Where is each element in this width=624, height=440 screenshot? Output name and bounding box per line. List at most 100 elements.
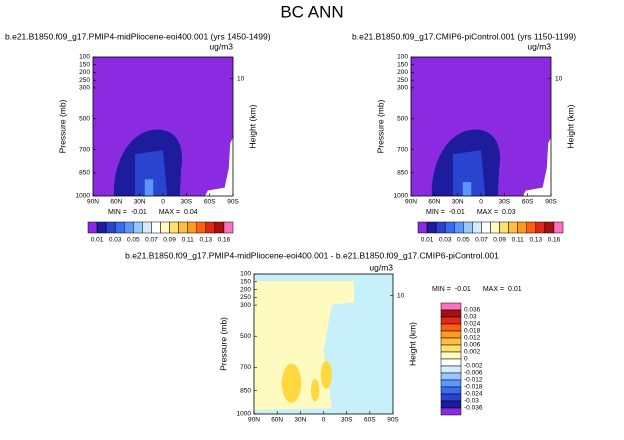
x-tick-label: 30N (452, 199, 464, 206)
colorbar-box (440, 400, 462, 409)
y-tick-label: 300 (240, 302, 251, 309)
colorbar-box (426, 221, 437, 234)
x-tick-label: 90N (405, 199, 417, 206)
x-tick-label: 60N (271, 417, 283, 424)
y2-tick-label: 10 (555, 75, 563, 82)
y-tick-label: 150 (240, 278, 251, 285)
colorbar-label: 0.13 (529, 237, 542, 244)
y-tick-label: 100 (240, 271, 251, 278)
colorbar-label: 0.01 (91, 237, 104, 244)
y-tick-label: 200 (79, 69, 90, 76)
colorbar-box (205, 221, 216, 234)
y2-tick-label: 10 (397, 292, 405, 299)
y2-axis-label: Height (km) (247, 104, 257, 148)
colorbar-label: 0.03 (109, 237, 122, 244)
y-tick-label: 850 (397, 170, 408, 177)
x-tick-label: 30N (134, 199, 146, 206)
colorbar-box (178, 221, 188, 234)
colorbar-box (223, 221, 234, 234)
y2-tick-label: 10 (237, 75, 245, 82)
colorbar-box (440, 365, 462, 374)
colorbar-box (440, 337, 462, 346)
colorbar-label: -0.03 (464, 398, 479, 405)
colorbar-box (481, 221, 491, 234)
colorbar-box (440, 372, 462, 381)
colorbar-label: -0.002 (464, 363, 483, 370)
y2-axis-label: Height (km) (565, 104, 575, 148)
colorbar-box (440, 323, 462, 332)
colorbar-label: -0.018 (464, 384, 483, 391)
y-tick-label: 300 (397, 85, 408, 92)
colorbar-label: 0 (464, 356, 468, 363)
colorbar-box (440, 316, 462, 325)
units: ug/m3 (209, 41, 233, 51)
colorbar-box (535, 221, 546, 234)
colorbar-box (440, 407, 462, 416)
y-tick-label: 700 (79, 146, 90, 153)
colorbar-box (124, 221, 134, 234)
colorbar-box (440, 393, 462, 402)
x-tick-label: 0 (161, 199, 165, 206)
colorbar-label: 0.03 (464, 314, 477, 321)
y-axis-label: Pressure (mb) (375, 99, 385, 153)
x-tick-label: 30N (294, 417, 306, 424)
colorbar-box (508, 221, 518, 234)
y-tick-label: 500 (240, 333, 251, 340)
y-tick-label: 1000 (76, 193, 91, 200)
colorbar-box (440, 358, 462, 367)
colorbar-box (214, 221, 225, 234)
y-tick-label: 200 (397, 69, 408, 76)
x-tick-label: 90S (387, 417, 399, 424)
colorbar-box (440, 386, 462, 395)
y-tick-label: 100 (397, 54, 408, 61)
colorbar-label: 0.05 (127, 237, 140, 244)
units: ug/m3 (369, 262, 393, 272)
contour-field (411, 57, 551, 196)
x-tick-label: 30S (499, 199, 511, 206)
x-tick-label: 60S (522, 199, 534, 206)
y-tick-label: 150 (397, 61, 408, 68)
max-label: MAX = (483, 286, 504, 293)
min: -0.01 (131, 209, 147, 216)
x-tick-label: 0 (479, 199, 483, 206)
max-label: MAX = (477, 209, 498, 216)
colorbar-box (440, 330, 462, 339)
colorbar-label: 0.09 (493, 237, 506, 244)
chart-title: b.e21.B1850.f09_g17.PMIP4-midPliocene-eo… (5, 31, 271, 41)
y-tick-label: 1000 (394, 193, 409, 200)
x-tick-label: 30S (341, 417, 353, 424)
y-tick-label: 850 (240, 387, 251, 394)
x-tick-label: 90N (248, 417, 260, 424)
contour-field (254, 274, 393, 414)
colorbar-box (499, 221, 509, 234)
x-tick-label: 0 (322, 417, 326, 424)
colorbar-box (544, 221, 555, 234)
colorbar-box (151, 221, 161, 234)
y-tick-label: 300 (79, 85, 90, 92)
colorbar-label: 0.024 (464, 321, 481, 328)
y2-axis-label: Height (km) (407, 322, 417, 366)
min-label: MIN = (432, 286, 451, 293)
page-title: BC ANN (280, 2, 343, 21)
max: 0.03 (502, 209, 516, 216)
colorbar-label: 0.16 (218, 237, 231, 244)
y-tick-label: 500 (79, 115, 90, 122)
colorbar-box (444, 221, 455, 234)
max: 0.01 (508, 286, 522, 293)
colorbar-label: 0.16 (548, 237, 561, 244)
x-tick-label: 60S (204, 199, 216, 206)
y-tick-label: 700 (397, 146, 408, 153)
colorbar-box (142, 221, 152, 234)
x-tick-label: 60N (428, 199, 440, 206)
colorbar-label: -0.006 (464, 370, 483, 377)
colorbar-box (417, 221, 428, 234)
colorbar-box (440, 309, 462, 318)
colorbar-box (196, 221, 207, 234)
y-tick-label: 700 (240, 364, 251, 371)
max: 0.04 (184, 209, 198, 216)
colorbar-box (463, 221, 473, 234)
colorbar-label: 0.012 (464, 335, 481, 342)
colorbar-box (472, 221, 482, 234)
colorbar-box (440, 344, 462, 353)
y-tick-label: 250 (397, 77, 408, 84)
